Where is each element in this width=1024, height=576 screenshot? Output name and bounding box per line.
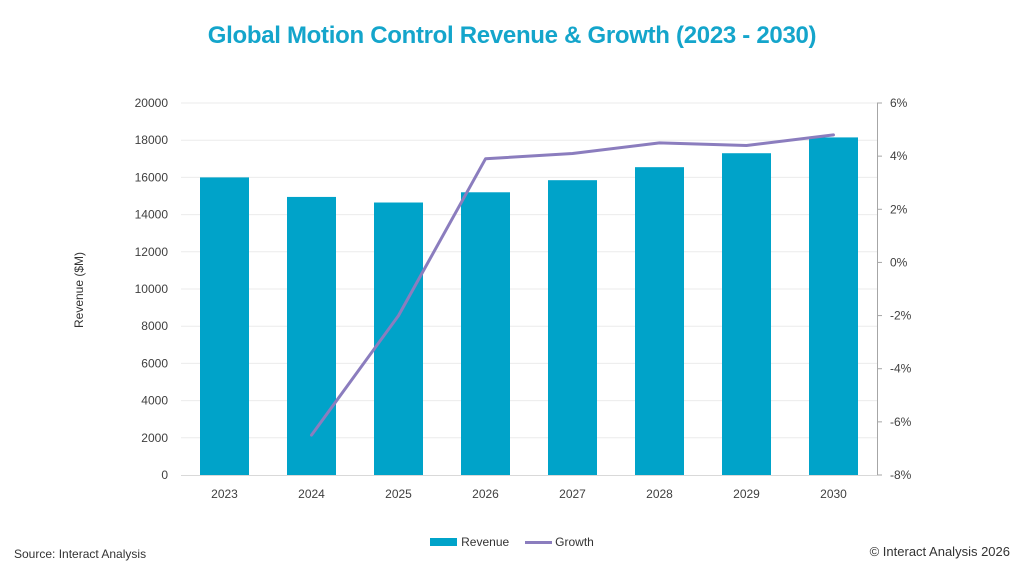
x-tick-label: 2024 — [298, 487, 325, 501]
y-tick-label-right: 4% — [890, 149, 908, 163]
legend-label-growth: Growth — [555, 535, 594, 549]
y-tick-label-left: 6000 — [141, 356, 168, 370]
y-tick-label-left: 8000 — [141, 319, 168, 333]
y-tick-label-left: 12000 — [135, 245, 169, 259]
copyright-note: © Interact Analysis 2026 — [869, 544, 1010, 559]
revenue-bar — [287, 196, 336, 475]
revenue-bar — [635, 167, 684, 476]
growth-line-layer — [310, 133, 835, 437]
revenue-bar — [200, 177, 249, 475]
y-tick-label-left: 2000 — [141, 431, 168, 445]
y-tick-label-left: 20000 — [135, 96, 169, 110]
y-tick-label-left: 4000 — [141, 394, 168, 408]
legend-item-growth[interactable]: Growth — [525, 535, 594, 549]
y-tick-label-left: 14000 — [135, 208, 169, 222]
y-tick-label-right: -6% — [890, 415, 912, 429]
revenue-bars — [200, 137, 858, 476]
chart-title: Global Motion Control Revenue & Growth (… — [207, 22, 817, 49]
y-tick-label-right: 2% — [890, 202, 908, 216]
revenue-bar — [548, 180, 597, 475]
revenue-bar — [722, 153, 771, 475]
y-tick-label-right: -8% — [890, 468, 912, 482]
gridlines — [181, 102, 877, 439]
source-note: Source: Interact Analysis — [14, 547, 147, 561]
legend: Revenue Growth — [0, 535, 1024, 549]
y-tick-label-right: 0% — [890, 255, 908, 269]
y-tick-label-left: 16000 — [135, 170, 169, 184]
x-tick-label: 2029 — [733, 487, 760, 501]
tick-labels: 0 2000 4000 6000 8000 10000 12000 14000 16000 180… — [135, 96, 912, 501]
x-tick-label: 2023 — [211, 487, 238, 501]
axes — [181, 102, 882, 476]
x-tick-label: 2030 — [820, 487, 847, 501]
revenue-bar — [461, 192, 510, 475]
y-tick-label-right: -2% — [890, 309, 912, 323]
x-tick-label: 2027 — [559, 487, 586, 501]
x-tick-label: 2028 — [646, 487, 673, 501]
x-tick-label: 2025 — [385, 487, 412, 501]
legend-item-revenue[interactable]: Revenue — [430, 535, 509, 549]
legend-label-revenue: Revenue — [461, 535, 510, 549]
y-tick-label-right: 6% — [890, 96, 908, 110]
y-tick-label-left: 0 — [161, 468, 168, 482]
y-tick-label-right: -4% — [890, 362, 912, 376]
revenue-bar — [809, 137, 858, 475]
y-tick-label-left: 18000 — [135, 133, 169, 147]
x-tick-label: 2026 — [472, 487, 499, 501]
legend-swatch-revenue — [430, 538, 458, 546]
legend-swatch-growth — [525, 540, 553, 544]
y-tick-label-left: 10000 — [135, 282, 169, 296]
